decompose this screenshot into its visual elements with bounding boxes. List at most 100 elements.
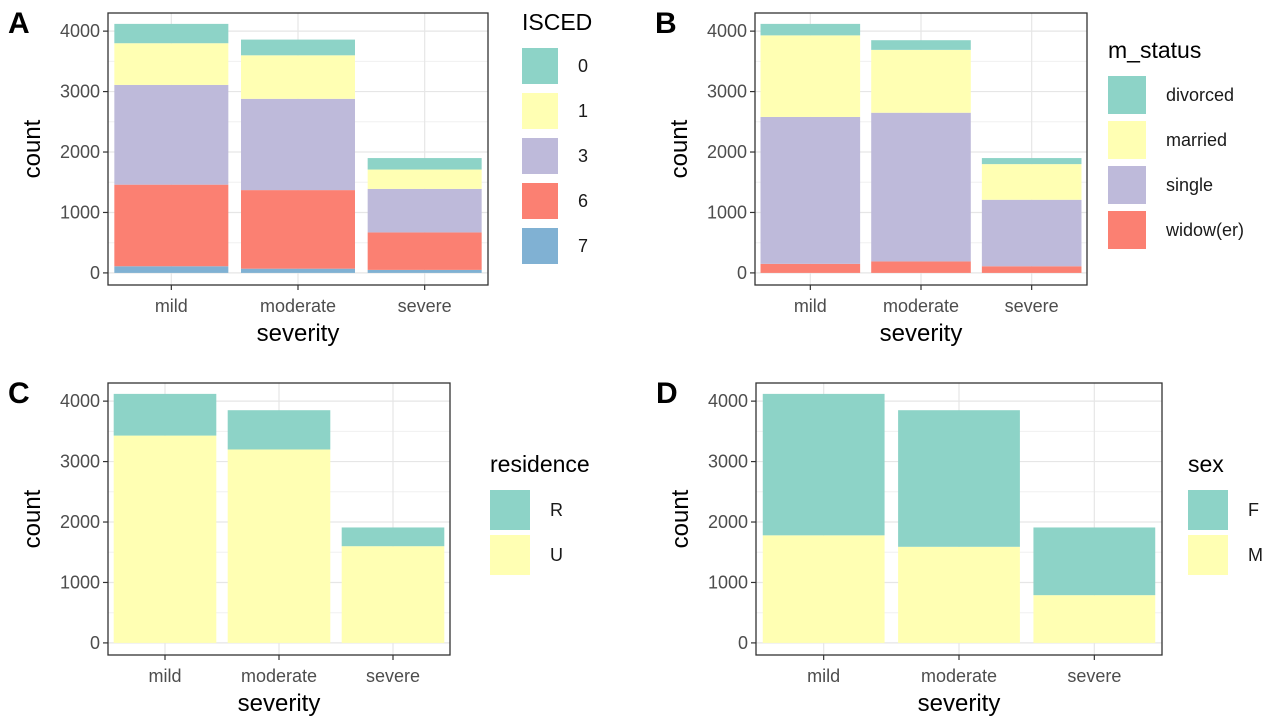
- panel-letter: A: [8, 7, 30, 40]
- legend-label-F: F: [1248, 500, 1259, 520]
- y-axis-title: count: [19, 489, 46, 548]
- bar-mild-divorced: [760, 23, 861, 36]
- x-tick-label-mild: mild: [148, 666, 181, 686]
- y-tick-label: 4000: [60, 21, 100, 41]
- y-tick-label: 1000: [60, 202, 100, 222]
- legend-key-single: [1108, 166, 1146, 204]
- bar-moderate-0: [241, 39, 355, 56]
- panel-letter: D: [656, 377, 678, 410]
- legend-key-3: [522, 138, 558, 174]
- y-tick-label: 4000: [708, 391, 748, 411]
- bar-moderate-F: [898, 410, 1020, 547]
- legend-label-3: 3: [578, 146, 588, 166]
- x-tick-label-severe: severe: [1067, 666, 1121, 686]
- bar-mild-1: [114, 43, 229, 85]
- legend-key-M: [1188, 535, 1228, 575]
- bar-moderate-single: [871, 112, 971, 262]
- bar-severe-divorced: [981, 158, 1082, 165]
- x-tick-label-mild: mild: [794, 296, 827, 316]
- x-axis-title: severity: [257, 320, 340, 347]
- x-tick-label-severe: severe: [1005, 296, 1059, 316]
- legend: sex F M: [1188, 451, 1263, 575]
- bar-severe-6: [367, 232, 482, 270]
- bar-mild-married: [760, 35, 861, 117]
- legend-key-married: [1108, 121, 1146, 159]
- y-tick-label: 1000: [707, 202, 747, 222]
- bar-moderate-3: [241, 98, 355, 191]
- y-tick-label: 2000: [707, 142, 747, 162]
- y-tick-label: 2000: [60, 512, 100, 532]
- bar-severe-M: [1033, 595, 1156, 643]
- panel-c: 0 1000 2000 3000 4000 mild moderate severe sever…: [8, 377, 590, 717]
- bar-severe-U: [341, 546, 445, 643]
- bar-severe-R: [341, 527, 445, 547]
- legend-key-widow(er): [1108, 211, 1146, 249]
- bar-mild-6: [114, 184, 229, 267]
- x-tick-label-moderate: moderate: [921, 666, 997, 686]
- x-tick-label-moderate: moderate: [241, 666, 317, 686]
- bar-moderate-widow(er): [871, 261, 971, 273]
- y-tick-label: 2000: [60, 142, 100, 162]
- bar-severe-married: [981, 164, 1082, 200]
- legend-label-widow(er): widow(er): [1165, 220, 1244, 240]
- x-tick-label-mild: mild: [807, 666, 840, 686]
- bar-moderate-7: [241, 268, 355, 273]
- panel-letter: B: [655, 7, 677, 40]
- bar-moderate-1: [241, 55, 355, 99]
- bar-mild-R: [113, 393, 217, 436]
- x-tick-label-moderate: moderate: [260, 296, 336, 316]
- legend-key-6: [522, 183, 558, 219]
- panel-d: 0 1000 2000 3000 4000 mild moderate severe sever…: [656, 377, 1263, 717]
- legend-title: m_status: [1108, 37, 1201, 63]
- legend-label-1: 1: [578, 101, 588, 121]
- legend-title: residence: [490, 451, 590, 477]
- legend-label-6: 6: [578, 191, 588, 211]
- bar-severe-7: [367, 269, 482, 273]
- bar-moderate-U: [227, 449, 331, 643]
- y-tick-label: 4000: [707, 21, 747, 41]
- bar-mild-F: [762, 393, 885, 536]
- panel-a: 0 1000 2000 3000 4000 mild moderate severe sever…: [8, 7, 592, 347]
- x-tick-label-severe: severe: [366, 666, 420, 686]
- y-axis-title: count: [666, 119, 693, 178]
- legend-label-M: M: [1248, 545, 1263, 565]
- legend-label-7: 7: [578, 236, 588, 256]
- y-tick-label: 3000: [707, 82, 747, 102]
- y-axis-title: count: [19, 119, 46, 178]
- legend-key-1: [522, 93, 558, 129]
- bar-moderate-M: [898, 546, 1020, 643]
- legend-label-U: U: [550, 545, 563, 565]
- bar-severe-3: [367, 188, 482, 233]
- legend-title: ISCED: [522, 9, 592, 35]
- y-tick-label: 3000: [60, 82, 100, 102]
- legend-label-R: R: [550, 500, 563, 520]
- bar-mild-7: [114, 266, 229, 273]
- legend-label-single: single: [1166, 175, 1213, 195]
- y-axis-title: count: [667, 489, 694, 548]
- bar-mild-0: [114, 23, 229, 44]
- legend: ISCED 0 1 3 6 7: [522, 9, 592, 264]
- bar-mild-single: [760, 116, 861, 264]
- y-tick-label: 0: [90, 633, 100, 653]
- y-tick-label: 0: [737, 263, 747, 283]
- bar-moderate-R: [227, 410, 331, 450]
- panel-b: 0 1000 2000 3000 4000 mild moderate severe sever…: [655, 7, 1244, 347]
- bar-mild-widow(er): [760, 263, 861, 273]
- legend: residence R U: [490, 451, 590, 575]
- bar-moderate-6: [241, 190, 355, 269]
- x-axis-title: severity: [880, 320, 963, 347]
- x-axis-title: severity: [238, 690, 321, 717]
- y-tick-label: 3000: [60, 452, 100, 472]
- y-tick-label: 2000: [708, 512, 748, 532]
- x-tick-label-moderate: moderate: [883, 296, 959, 316]
- legend-key-7: [522, 228, 558, 264]
- bar-severe-widow(er): [981, 266, 1082, 273]
- bar-severe-1: [367, 169, 482, 189]
- legend-key-F: [1188, 490, 1228, 530]
- bar-mild-M: [762, 535, 885, 643]
- bar-severe-0: [367, 158, 482, 170]
- bar-mild-U: [113, 435, 217, 643]
- x-tick-label-severe: severe: [398, 296, 452, 316]
- legend-key-R: [490, 490, 530, 530]
